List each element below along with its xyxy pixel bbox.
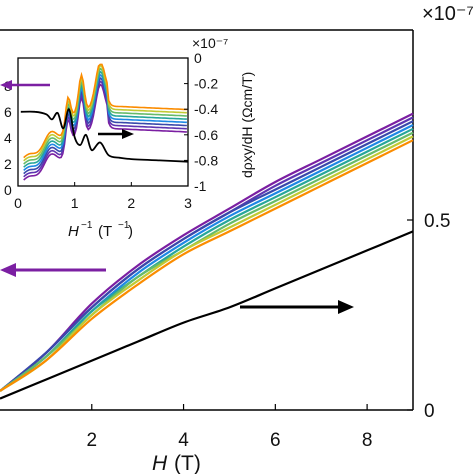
inset-purple-arrow bbox=[0, 80, 50, 90]
main-series-line bbox=[0, 135, 414, 392]
main-x-axis-unit: (T) bbox=[174, 452, 201, 474]
main-series-line bbox=[0, 127, 414, 392]
main-y-tick-label: 0 bbox=[424, 401, 435, 422]
inset-x-axis-var: H bbox=[68, 223, 79, 240]
main-x-axis-label: H (T) bbox=[152, 452, 201, 474]
inset-x-axis-exp: −1 bbox=[81, 220, 93, 231]
main-x-tick-label: 4 bbox=[178, 430, 189, 451]
inset-left-tick-label: 4 bbox=[4, 130, 12, 146]
inset-x-tick-label: 3 bbox=[184, 195, 192, 211]
inset-y-axis-label: dρxy/dH (Ωcm/T) bbox=[239, 72, 255, 178]
inset-y-tick-label: -0.4 bbox=[194, 101, 218, 117]
main-series-line bbox=[0, 139, 414, 392]
inset-series-line bbox=[23, 80, 187, 178]
inset-y-tick-label: -1 bbox=[194, 178, 207, 194]
main-x-axis-var: H bbox=[152, 452, 168, 474]
inset-left-tick-label: 2 bbox=[4, 156, 12, 172]
inset-right-multiplier: ×10⁻⁷ bbox=[192, 35, 228, 51]
inset-series-line bbox=[23, 63, 187, 159]
inset-series-line bbox=[23, 76, 187, 175]
inset-black-line bbox=[20, 108, 189, 163]
inset-x-axis-unit-close: ) bbox=[128, 223, 133, 240]
inset-x-tick-label: 1 bbox=[71, 195, 79, 211]
inset-series-line bbox=[23, 73, 187, 171]
main-series-line bbox=[0, 131, 414, 392]
inset-axes bbox=[17, 57, 189, 187]
inset-x-axis-unit-exp: −1 bbox=[118, 220, 130, 231]
inset-frame bbox=[17, 57, 189, 187]
main-series-line bbox=[0, 120, 414, 392]
inset-series-line bbox=[23, 83, 187, 181]
inset-x-tick-label: 2 bbox=[127, 195, 135, 211]
inset-black-arrow bbox=[98, 129, 134, 139]
main-y-tick-label: 0.5 bbox=[424, 211, 450, 232]
inset-y-tick-label: -0.2 bbox=[194, 76, 218, 92]
main-x-tick-label: 2 bbox=[86, 430, 97, 451]
black-arrow bbox=[240, 300, 354, 314]
inset-x-axis-unit: (T bbox=[98, 223, 112, 240]
main-tick-labels: 2 4 6 8 0 0.5 bbox=[86, 211, 450, 451]
main-right-multiplier: ×10⁻⁷ bbox=[422, 3, 474, 25]
inset-y-tick-label: -0.6 bbox=[194, 127, 218, 143]
inset-plot-area bbox=[20, 63, 189, 181]
main-series-line bbox=[0, 112, 414, 392]
inset-x-tick-label: 0 bbox=[14, 195, 22, 211]
inset-x-axis-label: H −1 (T −1 ) bbox=[68, 220, 133, 240]
inset-left-tick-label: 6 bbox=[4, 104, 12, 120]
inset-series-line bbox=[23, 67, 187, 165]
inset-series-line bbox=[23, 70, 187, 168]
main-x-tick-label: 6 bbox=[270, 430, 281, 451]
inset-left-tick-label: 0 bbox=[4, 182, 12, 198]
purple-arrow bbox=[0, 263, 106, 277]
inset-y-tick-label: 0 bbox=[194, 50, 202, 66]
inset-y-tick-label: -0.8 bbox=[194, 152, 218, 168]
main-plot-area bbox=[0, 112, 414, 400]
inset-series-line bbox=[23, 64, 187, 162]
main-x-tick-label: 8 bbox=[362, 430, 373, 451]
main-series-black-line bbox=[0, 230, 414, 400]
